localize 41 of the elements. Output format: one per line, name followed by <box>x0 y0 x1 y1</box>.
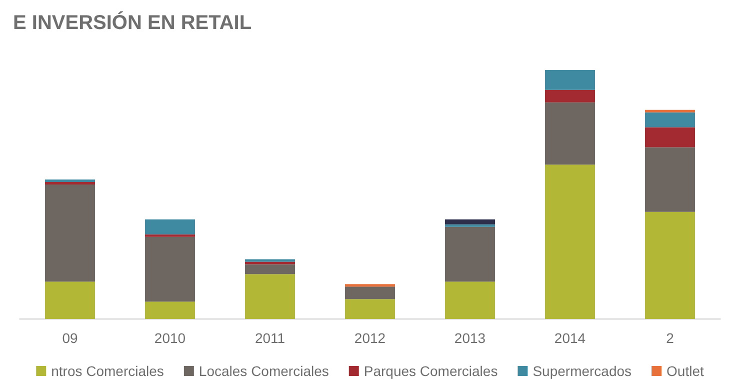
bar <box>445 282 495 319</box>
bar <box>645 112 695 128</box>
bar <box>245 259 295 262</box>
bar <box>645 147 695 212</box>
bar <box>545 70 595 90</box>
legend-label: ntros Comerciales <box>51 363 164 379</box>
bar <box>445 226 495 282</box>
bar <box>145 302 195 319</box>
bar <box>145 219 195 234</box>
bar <box>245 262 295 264</box>
legend-label: Outlet <box>666 363 704 379</box>
bar <box>45 182 95 185</box>
bar <box>145 234 195 237</box>
bar <box>45 180 95 182</box>
bar <box>545 164 595 319</box>
bar <box>345 299 395 319</box>
bar <box>445 219 495 224</box>
bar <box>245 274 295 319</box>
x-tick-label: 09 <box>62 330 78 346</box>
bar <box>645 212 695 319</box>
bar <box>645 110 695 112</box>
bar <box>445 224 495 227</box>
bar <box>45 184 95 282</box>
x-tick-label: 2011 <box>254 330 286 346</box>
bar <box>345 286 395 300</box>
legend-label: Parques Comerciales <box>364 363 498 379</box>
bar <box>345 284 395 287</box>
bar <box>45 282 95 319</box>
bar <box>545 102 595 165</box>
bar <box>545 90 595 102</box>
x-tick-label: 2 <box>666 330 674 346</box>
x-tick-label: 2013 <box>454 330 486 346</box>
x-tick-label: 2010 <box>154 330 186 346</box>
chart-title: E INVERSIÓN EN RETAIL <box>13 11 252 34</box>
bar <box>645 127 695 148</box>
bar <box>145 236 195 302</box>
x-tick-label: 2014 <box>554 330 586 346</box>
legend-label: Supermercados <box>532 363 632 379</box>
x-tick-label: 2012 <box>354 330 386 346</box>
bar <box>245 264 295 274</box>
legend-label: Locales Comerciales <box>198 363 329 379</box>
